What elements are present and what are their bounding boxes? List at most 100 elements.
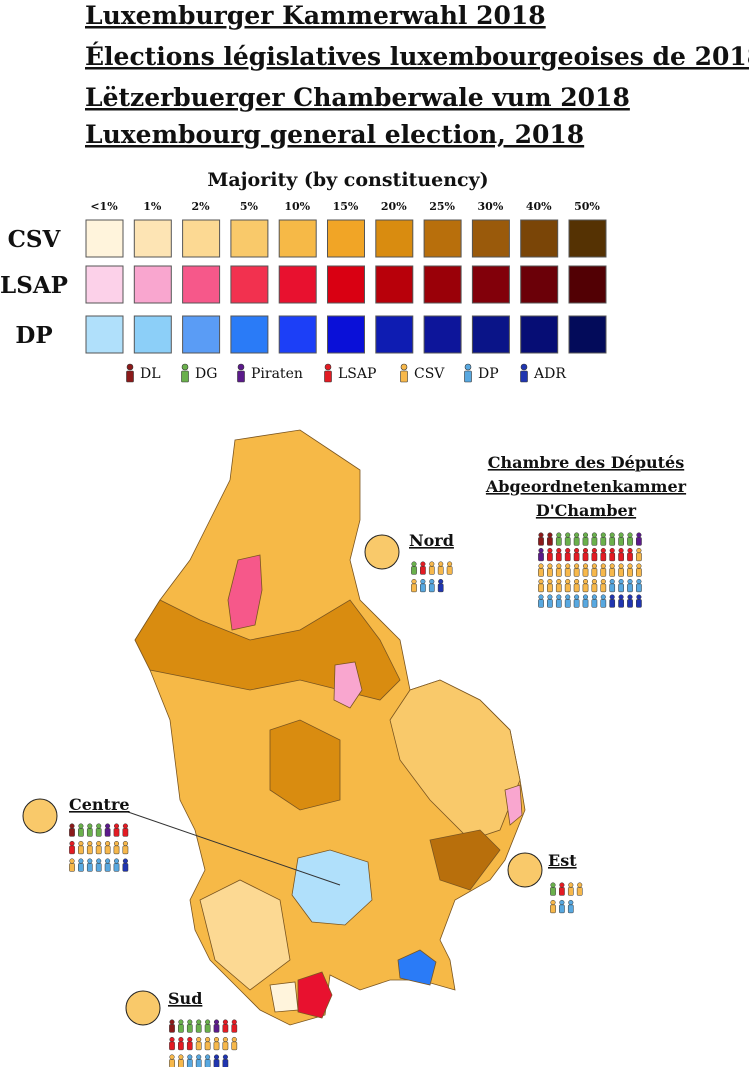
constituency-marker xyxy=(125,990,161,1026)
seat-body xyxy=(559,887,565,896)
scale-swatch xyxy=(133,315,172,354)
seat-body xyxy=(567,904,574,914)
seat-head xyxy=(122,823,128,829)
map xyxy=(127,429,526,1026)
threshold-label: 30% xyxy=(478,200,504,213)
seat-head xyxy=(205,1054,211,1060)
legend-body xyxy=(126,370,134,383)
seat-body xyxy=(231,1041,238,1051)
seat-head xyxy=(547,578,553,585)
seat-body xyxy=(609,583,616,593)
seat-body xyxy=(437,583,444,593)
seat-head xyxy=(205,1036,211,1043)
party-label: DP xyxy=(15,322,52,349)
seat-head xyxy=(609,547,615,554)
seat-head xyxy=(565,547,571,554)
seat-head xyxy=(556,563,562,569)
seat-head xyxy=(627,532,633,538)
constituency-name: Sud xyxy=(168,989,202,1008)
seat-body xyxy=(411,566,417,575)
seat-body xyxy=(550,887,556,896)
seat-head xyxy=(169,1036,175,1043)
scale-swatch xyxy=(230,219,269,258)
scale-swatch xyxy=(520,315,559,354)
seat-body xyxy=(582,552,589,562)
seat-body xyxy=(564,583,571,593)
seat-body xyxy=(618,537,624,546)
seat-head xyxy=(105,858,111,864)
seat-head xyxy=(69,823,75,829)
seat-body xyxy=(95,845,102,855)
scale-swatch xyxy=(327,315,365,354)
seat-head xyxy=(556,578,562,585)
legend-label: LSAP xyxy=(338,366,376,382)
scale-swatch xyxy=(133,219,172,258)
seat-body xyxy=(428,566,435,575)
seat-head xyxy=(618,578,624,585)
seat-head xyxy=(574,563,580,569)
seat-body xyxy=(169,1024,175,1033)
seat-body xyxy=(538,599,544,608)
seat-body xyxy=(564,552,571,562)
seat-body xyxy=(573,568,580,577)
seat-head xyxy=(565,532,571,538)
seat-body xyxy=(122,863,129,872)
legend-label: DG xyxy=(195,366,217,382)
threshold-label: 10% xyxy=(284,200,310,213)
threshold-label: 50% xyxy=(574,200,600,213)
seat-body xyxy=(636,599,642,608)
seat-head xyxy=(122,840,128,847)
seat-head xyxy=(87,823,93,829)
seat-head xyxy=(627,578,633,585)
seat-body xyxy=(195,1059,202,1068)
seat-body xyxy=(113,828,120,837)
seat-head xyxy=(600,563,606,569)
seat-body xyxy=(636,583,642,593)
seat-body xyxy=(213,1059,220,1068)
seat-head xyxy=(609,563,615,569)
seat-body xyxy=(86,863,93,872)
title: Luxemburger Kammerwahl 2018 xyxy=(85,1,546,30)
seat-body xyxy=(104,863,111,872)
seat-head xyxy=(429,561,435,567)
seat-head xyxy=(213,1054,220,1060)
seat-head xyxy=(547,547,553,554)
seat-body xyxy=(78,828,84,837)
title: Lëtzerbuerger Chamberwale vum 2018 xyxy=(85,83,630,112)
region xyxy=(429,829,501,891)
legend-label: ADR xyxy=(533,366,566,382)
legend-body xyxy=(324,370,332,383)
seat-head xyxy=(565,578,571,585)
seat-head xyxy=(565,563,571,569)
seat-head xyxy=(600,532,606,538)
scale-swatch xyxy=(278,265,317,304)
seat-body xyxy=(195,1024,202,1033)
seat-body xyxy=(636,552,642,562)
seat-body xyxy=(178,1024,184,1033)
seat-head xyxy=(538,547,544,554)
seat-head xyxy=(591,578,597,585)
region xyxy=(269,719,341,811)
seat-body xyxy=(231,1024,238,1033)
seat-head xyxy=(582,563,589,569)
seat-body xyxy=(204,1041,211,1051)
seat-body xyxy=(547,537,553,546)
seat-head xyxy=(69,858,75,864)
seat-head xyxy=(636,578,642,585)
seat-body xyxy=(195,1041,202,1051)
legend-body xyxy=(400,370,408,383)
scale-swatch xyxy=(182,219,221,258)
seat-head xyxy=(547,563,553,569)
seat-head xyxy=(574,578,580,585)
seat-head xyxy=(582,578,589,585)
seat-body xyxy=(86,845,93,855)
seat-body xyxy=(420,566,426,575)
seat-head xyxy=(547,594,553,600)
chamber-name: Chambre des Députés xyxy=(488,453,684,472)
seat-body xyxy=(204,1059,211,1068)
seat-head xyxy=(87,840,93,847)
seat-body xyxy=(547,599,553,608)
seat-head xyxy=(78,823,84,829)
seat-head xyxy=(438,561,444,567)
seat-body xyxy=(627,583,633,593)
